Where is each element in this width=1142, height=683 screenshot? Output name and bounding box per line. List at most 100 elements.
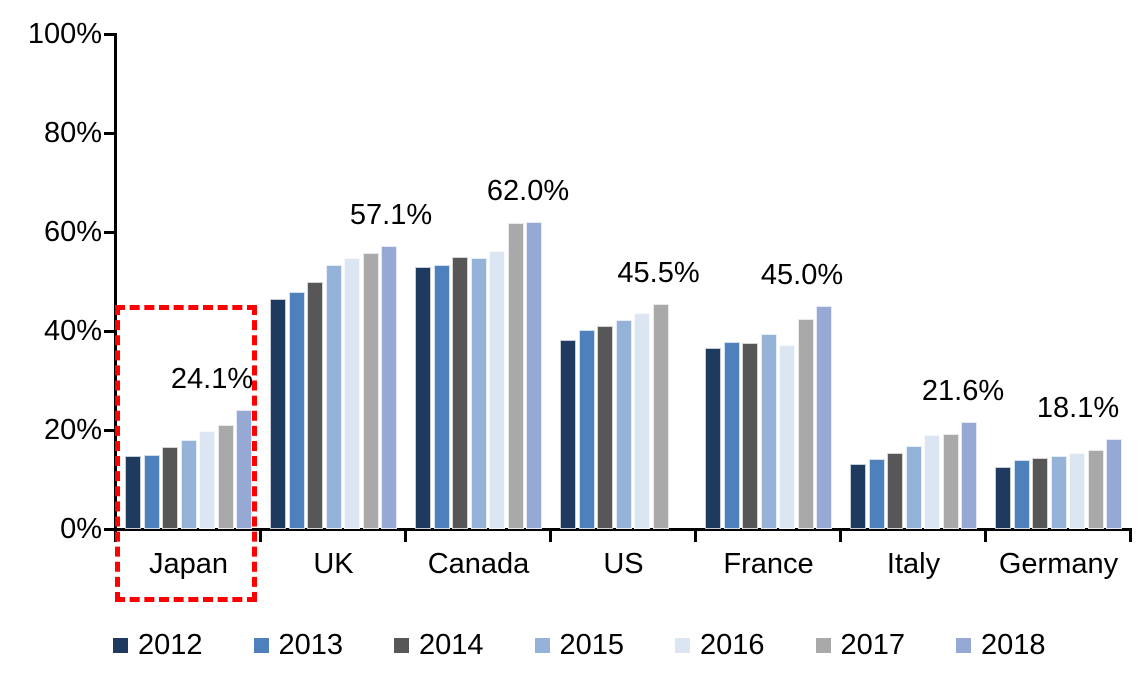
data-label-uk: 57.1% (349, 199, 433, 232)
bar-germany-2016 (1069, 453, 1085, 529)
y-axis-tick (104, 33, 114, 36)
x-axis-tick (404, 531, 407, 542)
bar-germany-2013 (1013, 459, 1030, 529)
bar-japan-2017 (217, 425, 234, 529)
legend-swatch-2014 (394, 637, 409, 653)
bar-france-2015 (760, 334, 777, 529)
legend-entry-2014: 2014 (394, 629, 484, 661)
bar-canada-2015 (470, 257, 487, 529)
bar-canada-2012 (415, 266, 431, 529)
bar-italy-2018 (961, 422, 977, 529)
x-axis-line (112, 528, 1132, 531)
data-label-france: 45.0% (760, 259, 844, 292)
bar-italy-2014 (887, 452, 903, 529)
y-axis-tick (104, 429, 114, 432)
bar-japan-2013 (143, 454, 160, 529)
y-axis-label: 100% (27, 18, 102, 50)
legend-label-2012: 2012 (138, 629, 203, 661)
bar-germany-2014 (1032, 457, 1048, 529)
y-axis-label: 0% (60, 513, 102, 545)
bar-germany-2015 (1050, 455, 1067, 529)
bar-italy-2017 (942, 433, 959, 529)
bar-canada-2014 (452, 256, 468, 529)
bar-italy-2013 (868, 459, 885, 529)
bar-japan-2016 (199, 431, 215, 529)
legend-label-2014: 2014 (419, 629, 484, 661)
bar-canada-2017 (507, 223, 524, 529)
x-axis-tick (259, 531, 262, 542)
legend-swatch-2018 (956, 637, 971, 653)
bar-france-2016 (779, 344, 795, 529)
bar-group-italy: 21.6% (841, 34, 1004, 529)
bar-canada-2016 (489, 250, 505, 529)
legend-entry-2016: 2016 (675, 629, 765, 661)
bar-france-2018 (816, 306, 832, 529)
bar-us-2012 (560, 339, 576, 529)
legend-entry-2015: 2015 (534, 629, 625, 661)
category-label-france: France (723, 548, 814, 580)
bar-group-japan: 24.1% (116, 34, 261, 529)
y-axis-label: 20% (43, 414, 102, 446)
legend-entry-2017: 2017 (815, 629, 906, 661)
bar-italy-2016 (924, 434, 940, 529)
bar-group-canada: 62.0% (406, 34, 569, 529)
bar-us-2014 (597, 326, 613, 529)
bar-france-2014 (742, 342, 758, 529)
legend-swatch-2015 (534, 637, 550, 653)
bar-uk-2014 (307, 281, 323, 529)
bar-canada-2013 (433, 264, 450, 529)
bar-us-2015 (615, 320, 632, 529)
y-axis-tick (104, 330, 114, 333)
x-axis-tick (839, 531, 842, 542)
category-label-germany: Germany (998, 548, 1119, 580)
bar-group-france: 45.0% (696, 34, 844, 529)
legend-label-2015: 2015 (559, 629, 625, 661)
legend-entry-2018: 2018 (956, 629, 1046, 661)
legend-label-2013: 2013 (278, 629, 344, 661)
bar-us-2013 (578, 330, 595, 529)
data-label-germany: 18.1% (1036, 392, 1120, 425)
bar-italy-2015 (905, 445, 922, 529)
bar-germany-2017 (1087, 449, 1104, 529)
y-axis-line (114, 33, 117, 531)
bar-group-uk: 57.1% (261, 34, 432, 529)
bar-france-2017 (797, 319, 814, 529)
bar-italy-2012 (850, 463, 866, 529)
y-axis-label: 40% (43, 315, 102, 347)
bar-uk-2013 (288, 292, 305, 529)
bar-us-2016 (634, 313, 650, 529)
bar-uk-2016 (344, 257, 360, 529)
bar-japan-2014 (162, 447, 178, 529)
category-label-uk: UK (313, 548, 354, 580)
bar-japan-2012 (125, 455, 141, 529)
bar-canada-2018 (526, 222, 542, 529)
legend-entry-2012: 2012 (113, 629, 203, 661)
bar-uk-2018 (381, 246, 397, 529)
category-label-canada: Canada (427, 548, 530, 580)
x-axis-tick (1129, 531, 1132, 542)
x-axis-tick (549, 531, 552, 542)
bar-us-2017 (652, 303, 669, 529)
y-axis-label: 60% (43, 216, 102, 248)
legend-swatch-2016 (675, 637, 690, 653)
x-axis-tick (984, 531, 987, 542)
y-axis-tick (104, 231, 114, 234)
category-label-japan: Japan (148, 548, 228, 580)
bar-uk-2015 (325, 265, 342, 529)
legend-swatch-2013 (253, 637, 269, 653)
legend-swatch-2012 (113, 637, 128, 653)
bar-japan-2015 (180, 439, 197, 529)
data-label-japan: 24.1% (170, 362, 254, 395)
category-label-us: US (603, 548, 644, 580)
legend-entry-2013: 2013 (253, 629, 344, 661)
bar-france-2013 (723, 342, 740, 529)
data-label-italy: 21.6% (921, 375, 1005, 408)
x-axis-tick (694, 531, 697, 542)
bar-germany-2018 (1106, 439, 1122, 529)
bar-japan-2018 (236, 409, 252, 529)
bar-france-2012 (705, 348, 721, 529)
legend-label-2017: 2017 (840, 629, 906, 661)
data-label-us: 45.5% (617, 256, 700, 289)
y-axis-label: 80% (43, 117, 102, 149)
